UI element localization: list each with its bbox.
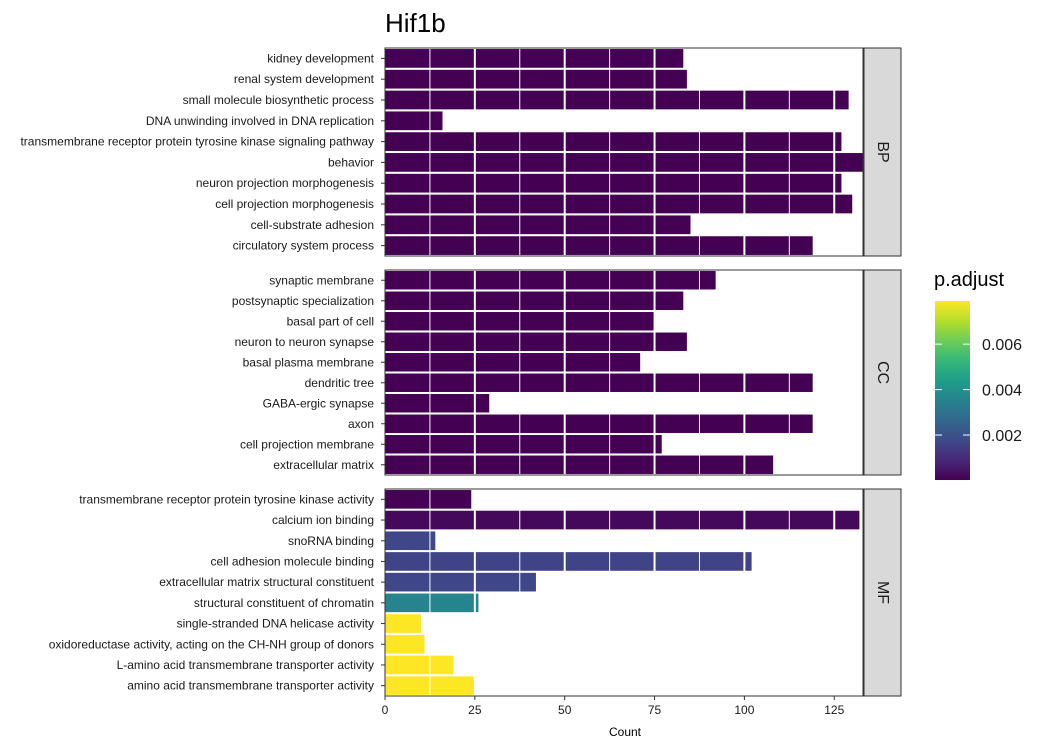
bar bbox=[385, 173, 842, 193]
facet-strip-label: BP bbox=[874, 141, 891, 162]
panel-border bbox=[384, 269, 864, 476]
facet-strip-label: MF bbox=[874, 581, 891, 604]
y-tick-label: cell projection membrane bbox=[240, 437, 374, 451]
bar bbox=[385, 510, 860, 530]
y-tick-label: calcium ion binding bbox=[272, 513, 374, 527]
x-axis: 0 25 50 75 100 125 bbox=[382, 696, 845, 717]
y-tick-label: small molecule biosynthetic process bbox=[183, 93, 374, 107]
y-tick-label: extracellular matrix bbox=[273, 458, 374, 472]
legend-tick-label: 0.006 bbox=[982, 337, 1022, 354]
chart-title: Hif1b bbox=[385, 8, 446, 38]
y-tick-label: transmembrane receptor protein tyrosine … bbox=[20, 135, 374, 149]
y-tick-label: basal plasma membrane bbox=[243, 355, 375, 369]
y-tick-label: L-amino acid transmembrane transporter a… bbox=[117, 658, 374, 672]
legend-colorbar bbox=[935, 301, 970, 480]
bar bbox=[385, 531, 436, 551]
facet-strip bbox=[863, 488, 902, 697]
legend-tick-label: 0.002 bbox=[982, 428, 1022, 445]
y-tick-label: cell-substrate adhesion bbox=[251, 218, 374, 232]
legend-title: p.adjust bbox=[934, 269, 1004, 291]
bar bbox=[385, 271, 716, 290]
facet-panels: kidney development renal system developme… bbox=[20, 47, 902, 697]
y-tick-label: GABA-ergic synapse bbox=[263, 396, 375, 410]
bar bbox=[385, 111, 443, 131]
legend-tick-label: 0.004 bbox=[982, 383, 1022, 400]
bar bbox=[385, 572, 536, 592]
legend: p.adjust 0.002 0.004 0.006 bbox=[934, 269, 1022, 480]
bar bbox=[385, 455, 774, 474]
x-tick-label: 0 bbox=[382, 703, 389, 717]
y-tick-label: transmembrane receptor protein tyrosine … bbox=[79, 492, 374, 506]
bar bbox=[385, 153, 863, 172]
bar bbox=[385, 552, 752, 571]
bar bbox=[385, 49, 684, 68]
x-tick-label: 75 bbox=[648, 703, 662, 717]
bar bbox=[385, 291, 684, 310]
facet-strip bbox=[863, 269, 902, 476]
bar bbox=[385, 593, 479, 613]
bar bbox=[385, 215, 691, 235]
y-tick-label: structural constituent of chromatin bbox=[194, 596, 374, 610]
bar bbox=[385, 614, 421, 633]
facet-strip-label: CC bbox=[874, 361, 891, 384]
y-tick-label: behavior bbox=[328, 155, 374, 169]
y-tick-label: circulatory system process bbox=[233, 239, 374, 253]
facet-mf: transmembrane receptor protein tyrosine … bbox=[49, 488, 902, 697]
bar bbox=[385, 490, 472, 509]
bar bbox=[385, 236, 813, 255]
y-tick-label: DNA unwinding involved in DNA replicatio… bbox=[146, 114, 374, 128]
bar bbox=[385, 373, 813, 392]
x-tick-label: 50 bbox=[558, 703, 572, 717]
bar bbox=[385, 194, 853, 214]
bar bbox=[385, 69, 687, 89]
y-tick-label: dendritic tree bbox=[305, 376, 375, 390]
bar bbox=[385, 353, 641, 372]
y-tick-label: snoRNA binding bbox=[288, 534, 374, 548]
y-tick-label: neuron to neuron synapse bbox=[235, 335, 375, 349]
bar bbox=[385, 655, 454, 675]
x-tick-label: 125 bbox=[824, 703, 844, 717]
facet-strip bbox=[863, 47, 902, 257]
y-tick-label: postsynaptic specialization bbox=[232, 294, 374, 308]
y-tick-label: amino acid transmembrane transporter act… bbox=[127, 679, 374, 693]
facet-bp: kidney development renal system developme… bbox=[20, 47, 902, 257]
y-tick-label: synaptic membrane bbox=[269, 273, 374, 287]
y-tick-label: axon bbox=[348, 417, 374, 431]
bar bbox=[385, 394, 490, 413]
panel-border bbox=[384, 488, 864, 697]
bar bbox=[385, 132, 842, 151]
bar bbox=[385, 90, 849, 110]
x-axis-label: Count bbox=[609, 725, 642, 739]
y-tick-label: renal system development bbox=[234, 72, 375, 86]
bar bbox=[385, 414, 813, 433]
y-tick-label: neuron projection morphogenesis bbox=[196, 176, 374, 190]
facet-cc: synaptic membrane postsynaptic specializa… bbox=[232, 269, 902, 476]
y-tick-label: single-stranded DNA helicase activity bbox=[177, 617, 374, 631]
bar bbox=[385, 332, 687, 351]
x-tick-label: 25 bbox=[468, 703, 482, 717]
x-tick-label: 100 bbox=[734, 703, 754, 717]
y-tick-label: oxidoreductase activity, acting on the C… bbox=[49, 637, 374, 651]
y-tick-label: extracellular matrix structural constitu… bbox=[159, 575, 374, 589]
y-tick-label: cell projection morphogenesis bbox=[215, 197, 374, 211]
panel-border bbox=[384, 47, 864, 257]
y-tick-label: cell adhesion molecule binding bbox=[211, 554, 374, 568]
bar bbox=[385, 435, 662, 454]
y-tick-label: kidney development bbox=[267, 51, 374, 65]
bar bbox=[385, 634, 425, 654]
y-tick-label: basal part of cell bbox=[287, 314, 374, 328]
